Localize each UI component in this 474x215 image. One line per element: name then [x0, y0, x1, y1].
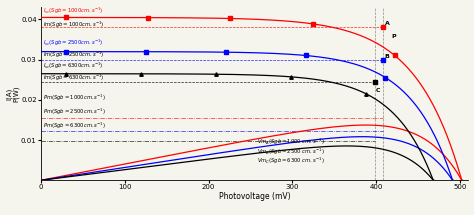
Text: $Vm_C(Sgb = 6300\ cm.s^{-1})$: $Vm_C(Sgb = 6300\ cm.s^{-1})$ [257, 156, 325, 166]
Text: $Vm_A(Sgb = 1000\ cm.s^{-1})$: $Vm_A(Sgb = 1000\ cm.s^{-1})$ [257, 137, 325, 147]
Y-axis label: I(A)
P(W): I(A) P(W) [6, 86, 19, 102]
Text: $I_{sc}(Sgb = 2500 cm.s^{-1})$: $I_{sc}(Sgb = 2500 cm.s^{-1})$ [44, 38, 104, 48]
Text: $I_{sc}(Sgb = 1000 cm.s^{-1})$: $I_{sc}(Sgb = 1000 cm.s^{-1})$ [44, 6, 104, 16]
Text: $I_{sc}(Sgb = 6300 cm.s^{-1})$: $I_{sc}(Sgb = 6300 cm.s^{-1})$ [44, 61, 104, 71]
Text: A: A [384, 22, 390, 26]
Text: $Pm(Sgb = 6300 cm.s^{-1})$: $Pm(Sgb = 6300 cm.s^{-1})$ [44, 121, 106, 131]
X-axis label: Photovoltage (mV): Photovoltage (mV) [219, 192, 291, 201]
Text: $Im (Sgb = 1000 cm.s^{-1})$: $Im (Sgb = 1000 cm.s^{-1})$ [44, 19, 105, 29]
Text: $Im (Sgb = 2500 cm.s^{-1})$: $Im (Sgb = 2500 cm.s^{-1})$ [44, 50, 105, 60]
Text: B: B [384, 54, 390, 59]
Text: $Pm(Sgb = 1000 cm.s^{-1})$: $Pm(Sgb = 1000 cm.s^{-1})$ [44, 92, 106, 103]
Text: C: C [376, 88, 381, 93]
Text: P: P [392, 34, 396, 38]
Text: $Vm_B(Sgb = 2500\ cm.s^{-1})$: $Vm_B(Sgb = 2500\ cm.s^{-1})$ [257, 147, 325, 157]
Text: $Pm(Sgb = 2500 cm.s^{-1})$: $Pm(Sgb = 2500 cm.s^{-1})$ [44, 106, 106, 117]
Text: $Im (Sgb = 6300 cm. s^{-1})$: $Im (Sgb = 6300 cm. s^{-1})$ [44, 72, 105, 83]
